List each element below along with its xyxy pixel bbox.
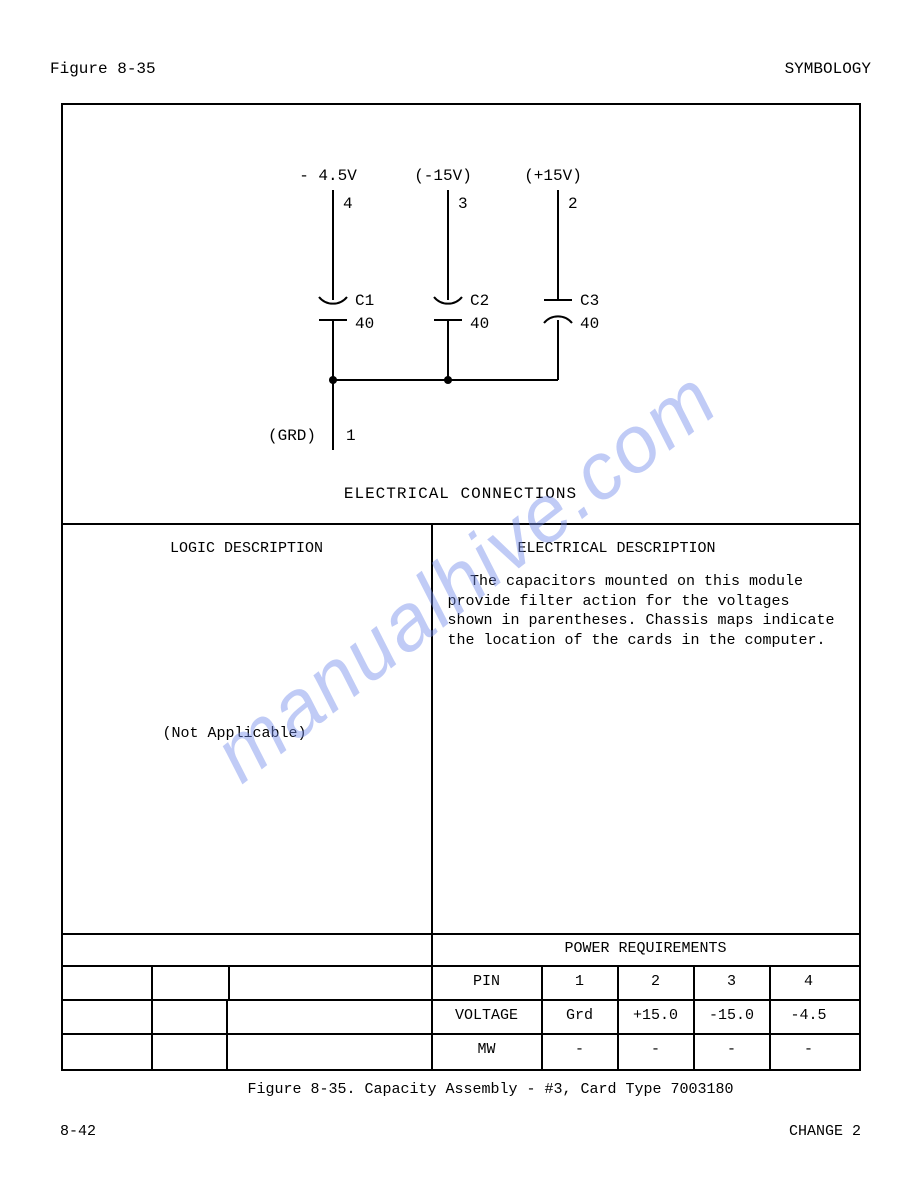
svg-text:(+15V): (+15V): [524, 167, 582, 185]
blank-cell: [63, 967, 153, 999]
cell: 2: [619, 967, 695, 999]
circuit-diagram: - 4.5V4C140(-15V)3C240(+15V)2C340 (GRD) …: [63, 105, 863, 525]
table-row: MW - - - -: [63, 1035, 859, 1069]
cell: -: [619, 1035, 695, 1069]
cell: -: [543, 1035, 619, 1069]
cell: +15.0: [619, 1001, 695, 1033]
power-req-table: PIN 1 2 3 4 VOLTAGE Grd +15.0 -15.0 -4.5…: [63, 967, 859, 1069]
logic-body: (Not Applicable): [163, 725, 307, 742]
cell: 1: [543, 967, 619, 999]
elec-heading: ELECTRICAL DESCRIPTION: [448, 540, 839, 557]
svg-text:2: 2: [568, 195, 578, 213]
page-footer: 8-42 CHANGE 2: [50, 1123, 871, 1140]
svg-text:3: 3: [458, 195, 468, 213]
cell: 3: [695, 967, 771, 999]
row-label: PIN: [433, 967, 543, 999]
description-section: LOGIC DESCRIPTION (Not Applicable) ELECT…: [63, 525, 859, 935]
cell: Grd: [543, 1001, 619, 1033]
figure-number: Figure 8-35: [50, 60, 156, 78]
elec-body: The capacitors mounted on this module pr…: [448, 572, 839, 650]
blank-cell: [153, 967, 228, 999]
cell: -15.0: [695, 1001, 771, 1033]
svg-text:(GRD): (GRD): [268, 427, 316, 445]
blank-cell: [153, 1035, 228, 1069]
cell: -: [695, 1035, 771, 1069]
figure-caption: Figure 8-35. Capacity Assembly - #3, Car…: [50, 1081, 871, 1098]
blank-cell: [228, 1035, 433, 1069]
power-req-heading: POWER REQUIREMENTS: [433, 935, 859, 965]
cell: -4.5: [771, 1001, 847, 1033]
blank-cell: [63, 1035, 153, 1069]
svg-text:4: 4: [343, 195, 353, 213]
logic-heading: LOGIC DESCRIPTION: [83, 540, 411, 557]
svg-text:(-15V): (-15V): [414, 167, 472, 185]
cell: -: [771, 1035, 847, 1069]
page-number: 8-42: [60, 1123, 96, 1140]
cell: 4: [771, 967, 847, 999]
row-label: MW: [433, 1035, 543, 1069]
change-number: CHANGE 2: [789, 1123, 861, 1140]
page-header: Figure 8-35 SYMBOLOGY: [50, 60, 871, 78]
schematic-section: - 4.5V4C140(-15V)3C240(+15V)2C340 (GRD) …: [63, 105, 859, 525]
power-req-blank: [63, 935, 433, 965]
svg-text:C2: C2: [470, 292, 489, 310]
svg-text:- 4.5V: - 4.5V: [299, 167, 357, 185]
schematic-title: ELECTRICAL CONNECTIONS: [63, 485, 859, 503]
svg-text:40: 40: [355, 315, 374, 333]
blank-cell: [228, 1001, 433, 1033]
section-title: SYMBOLOGY: [785, 60, 871, 78]
blank-cell: [153, 1001, 228, 1033]
svg-text:C1: C1: [355, 292, 374, 310]
electrical-description: ELECTRICAL DESCRIPTION The capacitors mo…: [433, 525, 859, 933]
row-label: VOLTAGE: [433, 1001, 543, 1033]
svg-text:40: 40: [580, 315, 599, 333]
table-row: VOLTAGE Grd +15.0 -15.0 -4.5: [63, 1001, 859, 1035]
logic-description: LOGIC DESCRIPTION (Not Applicable): [63, 525, 433, 933]
svg-text:C3: C3: [580, 292, 599, 310]
svg-text:1: 1: [346, 427, 356, 445]
blank-cell: [228, 967, 433, 999]
table-row: PIN 1 2 3 4: [63, 967, 859, 1001]
main-frame: - 4.5V4C140(-15V)3C240(+15V)2C340 (GRD) …: [61, 103, 861, 1071]
power-req-header-row: POWER REQUIREMENTS: [63, 935, 859, 967]
blank-cell: [63, 1001, 153, 1033]
svg-text:40: 40: [470, 315, 489, 333]
